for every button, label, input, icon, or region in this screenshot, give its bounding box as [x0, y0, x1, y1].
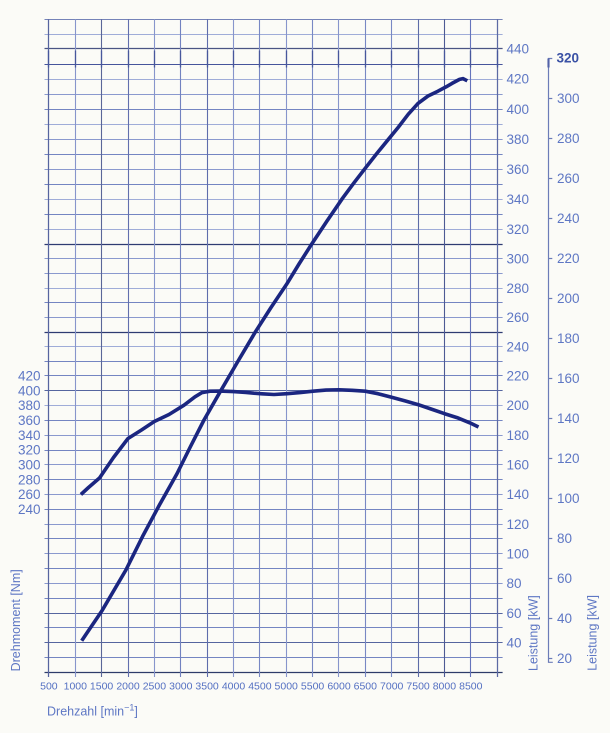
svg-text:5000: 5000 — [275, 681, 299, 693]
svg-text:160: 160 — [507, 458, 530, 473]
svg-text:100: 100 — [557, 491, 580, 506]
svg-text:6000: 6000 — [327, 681, 351, 693]
svg-text:2000: 2000 — [116, 681, 140, 693]
svg-text:8500: 8500 — [459, 681, 483, 693]
svg-text:440: 440 — [507, 42, 530, 57]
svg-text:Drehmoment [Nm]: Drehmoment [Nm] — [9, 569, 23, 671]
svg-text:420: 420 — [507, 72, 530, 87]
svg-text:20: 20 — [557, 651, 572, 666]
svg-text:7000: 7000 — [380, 681, 404, 693]
svg-text:500: 500 — [40, 681, 58, 693]
svg-text:8000: 8000 — [433, 681, 457, 693]
svg-text:380: 380 — [507, 132, 530, 147]
svg-text:1000: 1000 — [64, 681, 88, 693]
svg-text:160: 160 — [557, 371, 580, 386]
svg-text:280: 280 — [507, 281, 530, 296]
svg-text:120: 120 — [507, 517, 530, 532]
svg-text:360: 360 — [18, 413, 41, 428]
svg-text:220: 220 — [507, 369, 530, 384]
svg-text:400: 400 — [507, 102, 530, 117]
svg-text:320: 320 — [557, 51, 580, 66]
svg-text:380: 380 — [18, 398, 41, 413]
svg-text:5500: 5500 — [301, 681, 325, 693]
svg-text:60: 60 — [507, 606, 522, 621]
svg-text:220: 220 — [557, 251, 580, 266]
svg-text:4000: 4000 — [222, 681, 246, 693]
svg-text:280: 280 — [557, 131, 580, 146]
svg-text:80: 80 — [557, 531, 572, 546]
svg-text:200: 200 — [507, 398, 530, 413]
svg-text:340: 340 — [507, 192, 530, 207]
svg-text:3000: 3000 — [169, 681, 193, 693]
svg-text:320: 320 — [507, 222, 530, 237]
svg-text:Drehzahl [min−1]: Drehzahl [min−1] — [47, 703, 138, 719]
svg-text:1500: 1500 — [90, 681, 114, 693]
svg-text:280: 280 — [18, 472, 41, 487]
svg-text:300: 300 — [18, 458, 41, 473]
svg-text:40: 40 — [507, 635, 522, 650]
svg-text:260: 260 — [557, 171, 580, 186]
svg-text:240: 240 — [507, 339, 530, 354]
svg-text:60: 60 — [557, 571, 572, 586]
svg-text:100: 100 — [507, 547, 530, 562]
svg-text:240: 240 — [18, 502, 41, 517]
svg-text:140: 140 — [557, 411, 580, 426]
svg-text:300: 300 — [557, 91, 580, 106]
svg-text:2500: 2500 — [143, 681, 167, 693]
svg-text:340: 340 — [18, 428, 41, 443]
svg-text:Leistung [kW]: Leistung [kW] — [586, 595, 600, 671]
svg-text:4500: 4500 — [248, 681, 272, 693]
svg-text:240: 240 — [557, 211, 580, 226]
svg-text:80: 80 — [507, 576, 522, 591]
svg-text:180: 180 — [557, 331, 580, 346]
svg-text:Leistung [kW]: Leistung [kW] — [527, 595, 541, 671]
svg-text:260: 260 — [18, 487, 41, 502]
svg-text:420: 420 — [18, 369, 41, 384]
svg-text:400: 400 — [18, 383, 41, 398]
svg-text:120: 120 — [557, 451, 580, 466]
svg-text:7500: 7500 — [406, 681, 430, 693]
svg-text:300: 300 — [507, 252, 530, 267]
svg-text:40: 40 — [557, 611, 572, 626]
svg-text:3500: 3500 — [195, 681, 219, 693]
svg-text:260: 260 — [507, 310, 530, 325]
svg-text:320: 320 — [18, 443, 41, 458]
svg-text:6500: 6500 — [354, 681, 378, 693]
svg-text:180: 180 — [507, 428, 530, 443]
svg-text:360: 360 — [507, 162, 530, 177]
svg-text:140: 140 — [507, 487, 530, 502]
svg-text:200: 200 — [557, 291, 580, 306]
